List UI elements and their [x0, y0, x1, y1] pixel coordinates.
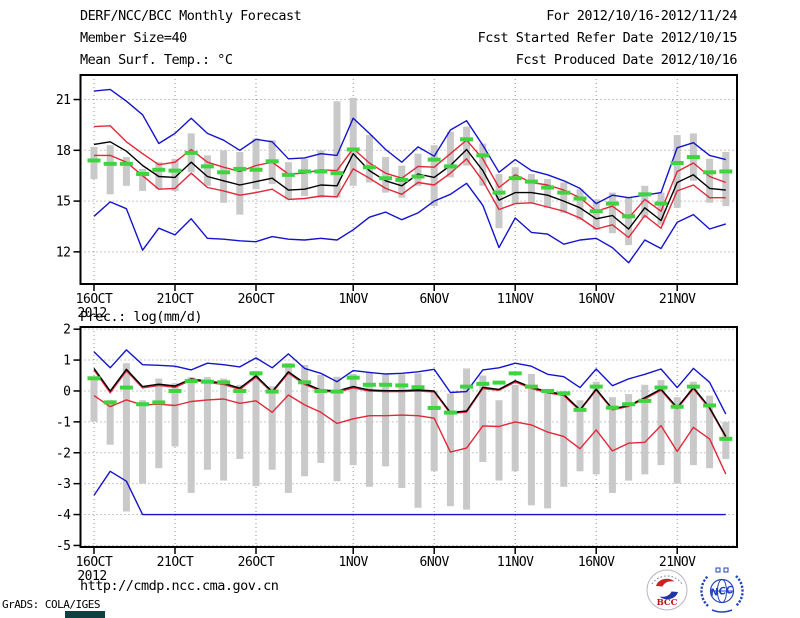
upper-quartile-line [93, 369, 727, 438]
y-tick-label: -1 [56, 415, 71, 430]
y-tick-label: 1 [63, 354, 70, 369]
climatology-dashes [87, 363, 733, 441]
ensemble-mean-line [93, 367, 727, 437]
x-tick-year-label: 2012 [77, 306, 106, 321]
x-tick-label: 16OCT [76, 555, 113, 570]
ncc-logo-label: NCC [710, 585, 735, 599]
x-tick-label: 11NOV [497, 292, 534, 307]
ncc-wreath-left [700, 575, 709, 607]
plot-frame [79, 74, 738, 285]
y-tick-label: 21 [56, 93, 71, 108]
y-tick-label: -4 [56, 508, 71, 523]
ensemble-max-line [93, 349, 727, 415]
y-tick-label: 15 [56, 195, 71, 210]
x-tick-label: 6NOV [420, 292, 450, 307]
ensemble-spread-bars [90, 363, 730, 512]
x-tick-label: 1NOV [339, 555, 369, 570]
ensemble-min-line [93, 182, 727, 264]
fcst-started-label: Fcst Started Refer Date 2012/10/15 [477, 30, 738, 46]
x-tick-label: 16NOV [578, 292, 615, 307]
page-title: DERF/NCC/BCC Monthly Forecast [80, 8, 302, 24]
x-tick-label: 1NOV [339, 292, 369, 307]
ensemble-mean-line [93, 141, 726, 230]
ncc-wreath-right [735, 575, 744, 607]
x-tick-label: 26OCT [238, 292, 275, 307]
y-tick-label: 0 [63, 384, 70, 399]
bcc-blue-swirl [659, 591, 678, 600]
x-tick-label: 21OCT [157, 292, 194, 307]
x-tick-label: 11NOV [497, 555, 534, 570]
upper-quartile-line [93, 125, 727, 219]
source-url: http://cmdp.ncc.cma.gov.cn [80, 578, 279, 594]
ncc-logo: NCC [700, 567, 744, 613]
lower-quartile-line [93, 394, 727, 475]
climatology-dashes [87, 137, 733, 219]
y-tick-label: -3 [56, 477, 71, 492]
x-tick-label: 6NOV [420, 555, 450, 570]
x-tick-label: 21NOV [659, 292, 696, 307]
y-tick-label: 18 [56, 144, 71, 159]
y-tick-label: -2 [56, 446, 71, 461]
ensemble-max-line [93, 88, 726, 205]
y-tick-label: 2 [63, 323, 70, 338]
temp-chart-title: Mean Surf. Temp.: °C [80, 52, 233, 68]
bcc-red-swirl [656, 578, 675, 587]
gridlines [80, 75, 737, 284]
plot-frame [79, 326, 738, 548]
forecast-range-label: For 2012/10/16-2012/11/24 [546, 8, 737, 24]
x-tick-label: 21OCT [157, 555, 194, 570]
member-size-label: Member Size=40 [80, 30, 187, 46]
bcc-logo: BCC [646, 569, 688, 611]
lower-quartile-line [94, 154, 726, 239]
fcst-produced-label: Fcst Produced Date 2012/10/16 [515, 52, 738, 68]
y-tick-label: -5 [56, 539, 71, 554]
bcc-ring-text-hint [651, 575, 683, 585]
x-tick-year-label: 2012 [77, 569, 106, 584]
x-tick-label: 26OCT [238, 555, 275, 570]
y-tick-label: 12 [56, 245, 71, 260]
prec-chart-title: Prec.: log(mm/d) [80, 309, 203, 325]
x-tick-label: 16NOV [578, 555, 615, 570]
bcc-logo-label: BCC [657, 598, 678, 608]
x-tick-label: 21NOV [659, 555, 696, 570]
ncc-banner [711, 609, 733, 613]
x-tick-label: 16OCT [76, 292, 113, 307]
ensemble-spread-bars [90, 97, 730, 246]
grads-credit: GrADS: COLA/IGES [2, 598, 100, 611]
ensemble-min-line [93, 470, 726, 516]
page-corner-box [65, 611, 105, 618]
